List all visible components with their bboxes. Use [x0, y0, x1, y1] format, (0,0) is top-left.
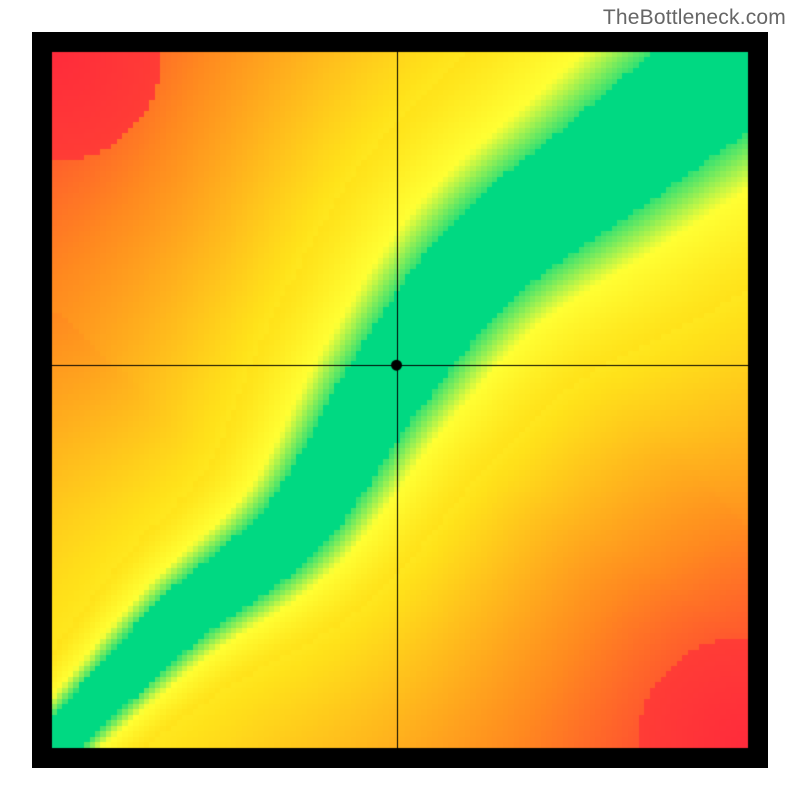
attribution-text: TheBottleneck.com: [603, 6, 786, 30]
bottleneck-heatmap: [32, 32, 768, 768]
